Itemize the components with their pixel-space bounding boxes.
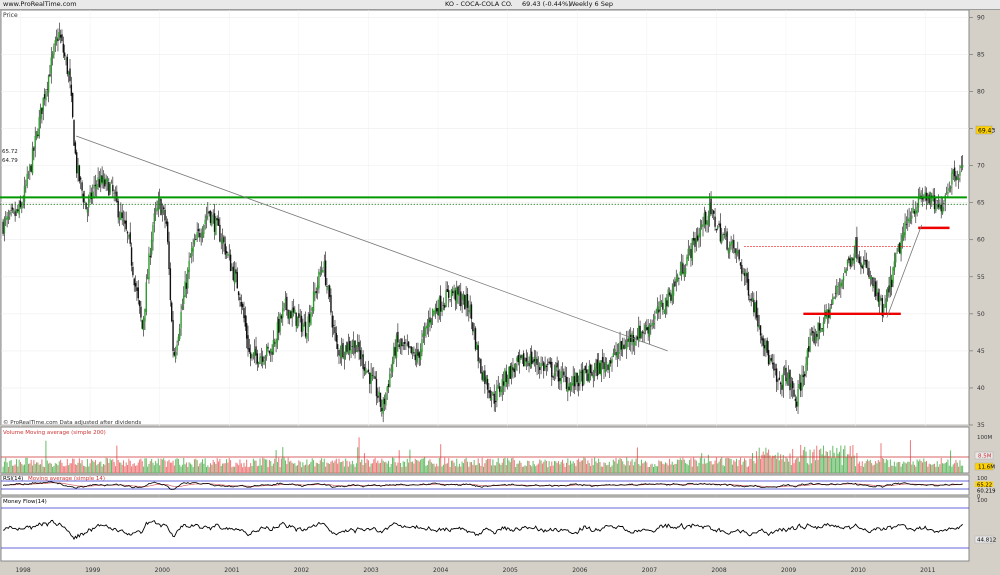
price-footer: © ProRealTime.com Data adjusted after di… bbox=[3, 419, 141, 426]
chart-title: KO - COCA-COLA CO. bbox=[445, 0, 513, 8]
level-label-2: 64.79 bbox=[2, 158, 18, 164]
year-tick-label: 1999 bbox=[85, 567, 100, 574]
last-price-label: 69.43 bbox=[978, 128, 995, 135]
year-tick-label: 2011 bbox=[920, 567, 935, 574]
volume-last-value: 11.6M bbox=[978, 465, 995, 471]
volume-panel-label: Volume Moving average (simple 200) bbox=[3, 430, 106, 436]
mfi-line bbox=[2, 519, 963, 541]
last-change: 69.43 (-0.44%) bbox=[522, 0, 571, 8]
price-annotations bbox=[0, 135, 967, 352]
price-tick-label: 90 bbox=[977, 14, 985, 21]
price-axis: 354045505560657075808590 bbox=[969, 14, 985, 429]
rsi-ma-label: Moving average (simple 14) bbox=[28, 476, 105, 482]
rsi-value-1: 65.22 bbox=[977, 483, 992, 489]
rsi-value-2: 60.219 bbox=[977, 489, 996, 495]
rsi-scale-bottom: 0 bbox=[977, 494, 981, 500]
year-tick-label: 2002 bbox=[294, 567, 309, 574]
year-tick-label: 2010 bbox=[851, 567, 866, 574]
volume-top-label: 100M bbox=[977, 435, 992, 441]
price-tick-label: 65 bbox=[977, 200, 985, 207]
rsi-scale-top: 100 bbox=[977, 476, 988, 482]
year-tick-label: 1998 bbox=[15, 567, 30, 574]
year-tick-label: 2009 bbox=[781, 567, 796, 574]
chart-area: Price © ProRealTime.com Data adjusted af… bbox=[0, 10, 996, 574]
volume-panel: Volume Moving average (simple 200) 100M … bbox=[0, 426, 995, 474]
period-label: Weekly 6 Sep bbox=[569, 0, 613, 8]
rsi-panel: RSI(14) Moving average (simple 14) 100 6… bbox=[0, 474, 996, 500]
year-tick-label: 2001 bbox=[224, 567, 239, 574]
year-tick-label: 2004 bbox=[433, 567, 448, 574]
trendline bbox=[76, 135, 668, 352]
price-tick-label: 80 bbox=[977, 89, 985, 96]
year-tick-label: 2000 bbox=[155, 567, 170, 574]
level-label-1: 65.72 bbox=[2, 149, 18, 155]
year-tick-label: 2007 bbox=[642, 567, 657, 574]
volume-bars bbox=[2, 437, 964, 473]
price-tick-label: 55 bbox=[977, 274, 985, 281]
trendline bbox=[886, 224, 923, 318]
price-tick-label: 85 bbox=[977, 51, 985, 58]
last-price-box bbox=[975, 125, 993, 135]
title-bar: www.ProRealTime.com KO - COCA-COLA CO. 6… bbox=[0, 0, 1000, 10]
rsi-label: RSI(14) bbox=[3, 476, 23, 482]
price-tick-label: 40 bbox=[977, 385, 985, 392]
price-panel-label: Price bbox=[3, 12, 18, 19]
price-tick-label: 60 bbox=[977, 237, 985, 244]
mfi-panel: Money Flow(14) 100 44.812 bbox=[0, 496, 996, 562]
mfi-value: 44.812 bbox=[977, 538, 996, 544]
mfi-scale-top: 100 bbox=[977, 498, 988, 504]
price-tick-label: 70 bbox=[977, 163, 985, 170]
mfi-label: Money Flow(14) bbox=[3, 499, 47, 505]
volume-ma-value: 8.5M bbox=[978, 454, 992, 460]
time-axis: 1998 1999 2000 2001 2002 2003 2004 2005 2006 2007… bbox=[15, 567, 935, 574]
price-tick-label: 35 bbox=[977, 422, 985, 429]
year-tick-label: 2005 bbox=[503, 567, 518, 574]
site-label: www.ProRealTime.com bbox=[3, 0, 77, 8]
year-tick-label: 2003 bbox=[363, 567, 378, 574]
price-tick-label: 50 bbox=[977, 311, 985, 318]
year-tick-label: 2008 bbox=[711, 567, 726, 574]
price-tick-label: 45 bbox=[977, 348, 985, 355]
price-bars bbox=[2, 22, 964, 423]
rsi-line bbox=[2, 481, 963, 490]
year-tick-label: 2006 bbox=[572, 567, 587, 574]
